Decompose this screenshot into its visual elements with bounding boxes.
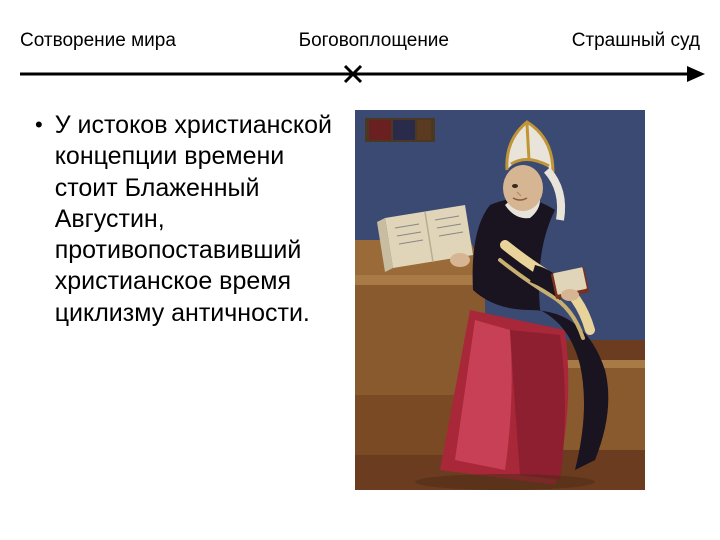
timeline-label-center: Боговоплощение [299, 30, 449, 52]
timeline: Сотворение мира Боговоплощение Страшный … [15, 30, 705, 92]
bullet-item: • У истоков христианской концепции време… [35, 110, 335, 329]
bullet-text: У истоков христианской концепции времени… [55, 110, 335, 329]
content-area: • У истоков христианской концепции време… [35, 110, 685, 490]
timeline-labels: Сотворение мира Боговоплощение Страшный … [15, 30, 705, 52]
timeline-label-right: Страшный суд [572, 30, 700, 52]
bullet-marker: • [35, 110, 43, 140]
text-column: • У истоков христианской концепции време… [35, 110, 335, 490]
timeline-label-left: Сотворение мира [20, 30, 176, 52]
image-column [355, 110, 685, 490]
timeline-arrow [15, 62, 705, 92]
augustine-painting [355, 110, 645, 490]
